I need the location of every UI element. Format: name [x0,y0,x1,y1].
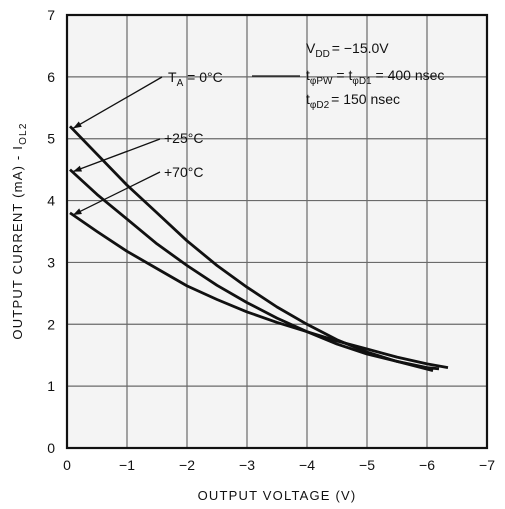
tpw-value: = 400 nsec [372,67,445,83]
y-tick-label: 4 [47,193,55,209]
series-line-0 [68,125,434,373]
x-tick-label: −5 [359,457,375,473]
leader-25c-arrowhead [73,165,82,172]
label-leaders [72,75,300,216]
label-ta-sub: A [177,78,184,89]
vdd-v: V [306,40,316,56]
tpw-annotation: tφPW = tφD1 = 400 nsec [306,67,444,87]
leader-0c [72,76,163,129]
curves [68,125,449,373]
td2-sub: φD2 [310,100,330,111]
y-tick-label: 5 [47,131,55,147]
x-tick-label: −2 [179,457,195,473]
y-tick-label: 2 [47,316,55,332]
leader-70c-arrowhead [73,208,82,215]
plot-frame [65,13,489,450]
vdd-sub: DD [315,49,329,60]
y-tick-label: 0 [47,440,55,456]
x-tick-label: −7 [479,457,495,473]
tpw-sub2: φD1 [352,76,372,87]
label-25c: +25°C [164,130,203,146]
td2-value: = 150 nsec [331,91,400,107]
y-tick-label: 1 [47,378,55,394]
x-tick-label: −3 [239,457,255,473]
label-ta-value: = 0°C [183,69,222,85]
leader-25c [72,138,161,173]
y-axis-title-main: OUTPUT CURRENT (mA) - I [10,145,25,340]
vdd-annotation: VDD = −15.0V [306,40,389,60]
label-ta-t: T [168,69,177,85]
td2-annotation: tφD2 = 150 nsec [306,91,400,111]
x-tick-label: −6 [419,457,435,473]
series-line-1 [69,168,440,371]
label-70c: +70°C [164,164,203,180]
y-tick-label: 6 [47,69,55,85]
y-tick-label: 7 [47,7,55,23]
x-axis-title: OUTPUT VOLTAGE (V) [198,488,357,503]
tpw-mid: = t [332,67,352,83]
label-ta-0c: TA = 0°C [168,69,223,89]
series-line-2 [69,211,449,369]
x-tick-label: 0 [63,457,71,473]
y-tick-label: 3 [47,254,55,270]
plot-background [67,15,487,448]
vdd-value: = −15.0V [332,40,389,56]
td2-t: t [306,91,310,107]
y-axis-title: OUTPUT CURRENT (mA) - IOL2 [10,122,29,339]
x-tick-label: −4 [299,457,315,473]
leader-0c-arrowhead [73,121,82,129]
tpw-t: t [306,67,310,83]
tpw-sub: φPW [310,76,333,87]
tick-labels: 0 −1 −2 −3 −4 −5 −6 −7 0 1 2 3 4 5 6 7 [47,7,495,473]
x-tick-label: −1 [119,457,135,473]
leader-70c [72,171,161,216]
y-axis-title-sub: OL2 [18,122,29,145]
